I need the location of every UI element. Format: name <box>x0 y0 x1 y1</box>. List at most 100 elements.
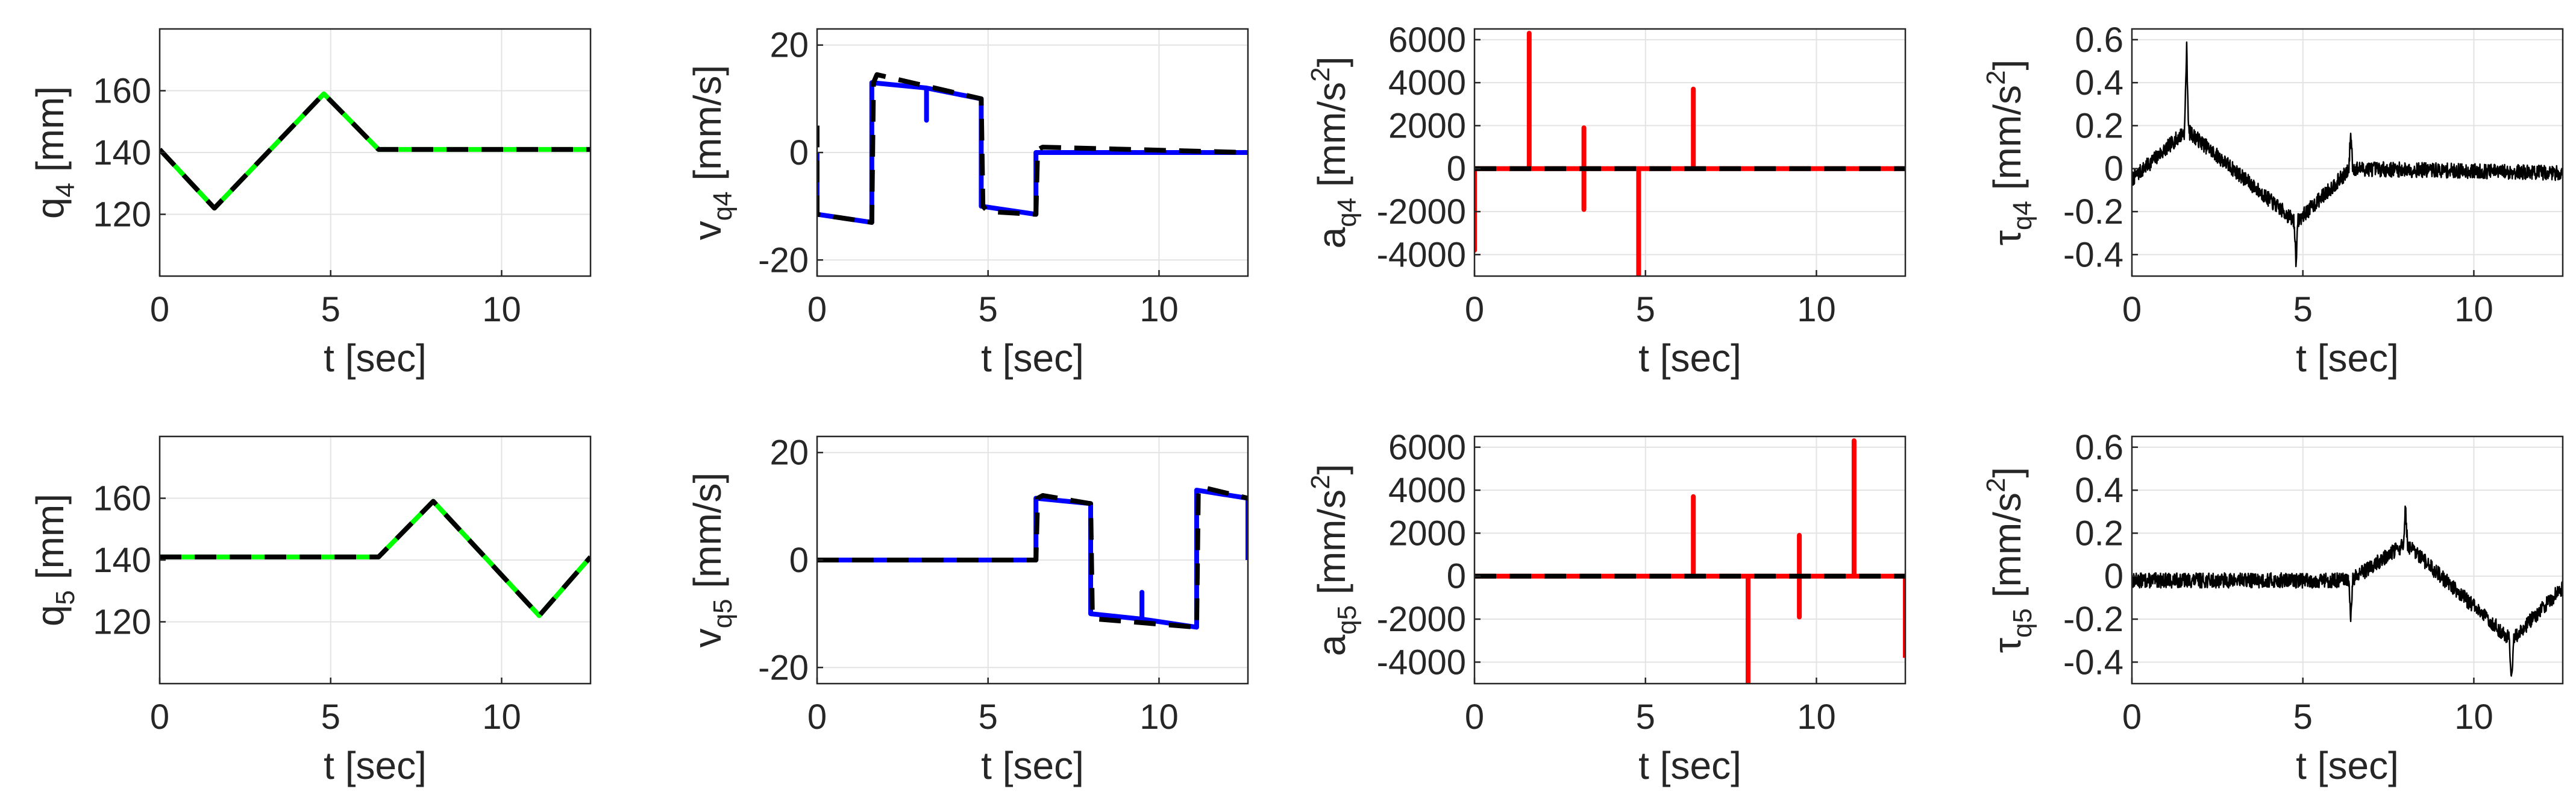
y-tick-label: 160 <box>93 479 151 518</box>
y-tick-label: 4000 <box>1388 471 1466 510</box>
x-tick-label: 0 <box>807 290 827 329</box>
plot-tq5: 0 5 10 -0.4 -0.2 0 0.2 0.4 0.6 t [sec] τq5 [mm/s2] <box>1981 428 2564 787</box>
x-axis-label: t [sec] <box>324 744 427 787</box>
plot-area <box>1474 29 1905 276</box>
y-tick-label: -0.4 <box>2063 235 2123 274</box>
plot-q4: 0 5 10 120 140 160 t [sec] q4 [mm] <box>28 28 592 380</box>
series-group <box>1474 31 1905 276</box>
y-tick-label: 0 <box>2104 557 2123 596</box>
x-tick-label: 0 <box>2122 290 2142 329</box>
x-tick-label: 5 <box>2293 290 2313 329</box>
y-tick-label: 140 <box>93 133 151 172</box>
x-tick-label: 5 <box>1636 697 1655 737</box>
y-tick-label: -4000 <box>1377 235 1466 274</box>
x-axis-label: t [sec] <box>1638 336 1741 380</box>
plot-q5: 0 5 10 120 140 160 t [sec] q5 [mm] <box>28 435 592 787</box>
series-actual <box>160 499 591 619</box>
y-tick-label: -20 <box>758 648 809 687</box>
series-torque <box>2132 41 2563 268</box>
series-group <box>2132 505 2563 677</box>
y-tick-label: 0 <box>1447 557 1466 596</box>
x-tick-label: 10 <box>482 290 521 329</box>
x-tick-label: 5 <box>321 697 340 737</box>
x-tick-label: 5 <box>979 697 998 737</box>
y-tick-label: 0.2 <box>2075 106 2123 145</box>
x-tick-label: 5 <box>979 290 998 329</box>
y-tick-label: 0.4 <box>2075 471 2123 510</box>
y-tick-label: 120 <box>93 603 151 642</box>
series-reference <box>1474 438 1905 684</box>
series-group <box>817 72 1248 225</box>
x-tick-label: 0 <box>2122 697 2142 737</box>
x-tick-label: 5 <box>2293 697 2313 737</box>
y-axis-label: aq5 [mm/s2] <box>1306 464 1362 656</box>
y-tick-label: 2000 <box>1388 514 1466 553</box>
plot-vq5: 0 5 10 -20 0 20 t [sec] vq5 [mm/s] <box>686 433 1249 787</box>
y-tick-label: -0.4 <box>2063 643 2123 682</box>
x-tick-label: 10 <box>1797 290 1836 329</box>
x-axis-label: t [sec] <box>981 744 1084 787</box>
plot-tq4: 0 5 10-0.4-0.200.20.40.6t [sec]τq4 [mm/s2] <box>1981 20 2564 380</box>
y-tick-label: 0.2 <box>2075 514 2123 553</box>
x-axis-label: t [sec] <box>1638 744 1741 787</box>
y-tick-label: -0.2 <box>2063 192 2123 231</box>
series-group <box>2132 41 2563 268</box>
axes-box <box>1473 435 1907 685</box>
y-tick-label: 160 <box>93 72 151 111</box>
y-tick-label: 0.6 <box>2075 428 2123 467</box>
y-tick-label: 0.4 <box>2075 63 2123 102</box>
y-tick-label: 0 <box>789 541 809 580</box>
y-axis-label: q5 [mm] <box>28 494 80 626</box>
x-tick-label: 0 <box>807 697 827 737</box>
series-actual <box>817 485 1248 630</box>
y-tick-label: -2000 <box>1377 192 1466 231</box>
y-tick-label: 0 <box>789 133 809 172</box>
series-group <box>817 485 1248 630</box>
y-tick-label: 6000 <box>1388 428 1466 467</box>
series-group <box>160 499 591 619</box>
y-tick-label: -0.2 <box>2063 600 2123 639</box>
y-tick-label: -2000 <box>1377 600 1466 639</box>
x-tick-label: 0 <box>1465 697 1484 737</box>
y-tick-label: 0 <box>1447 150 1466 189</box>
x-tick-label: 0 <box>150 697 169 737</box>
plot-vq4: 0 5 10 -20 0 20 t [sec] vq4 [mm/s] <box>686 26 1249 380</box>
y-axis-label: aq4 [mm/s2] <box>1306 57 1362 249</box>
x-tick-label: 10 <box>2454 290 2493 329</box>
y-axis-label: τq4 [mm/s2] <box>1981 60 2037 245</box>
y-axis-label: q4 [mm] <box>28 86 80 219</box>
x-axis-label: t [sec] <box>324 336 427 380</box>
y-tick-label: 20 <box>769 26 809 65</box>
plot-area <box>1474 436 1905 684</box>
x-tick-label: 5 <box>1636 290 1655 329</box>
y-axis-label: vq5 [mm/s] <box>686 473 738 648</box>
series-reference <box>817 488 1248 630</box>
y-tick-label: 20 <box>769 433 809 473</box>
series-group <box>160 91 591 211</box>
y-tick-label: 0 <box>2104 150 2123 189</box>
x-tick-label: 5 <box>321 290 340 329</box>
plot-area <box>2132 29 2563 276</box>
y-tick-label: 120 <box>93 195 151 235</box>
axes-box <box>2131 435 2564 685</box>
plot-area <box>2132 436 2563 684</box>
x-tick-label: 10 <box>482 697 521 737</box>
plot-aq5: 0 5 10 -4000 -2000 0 2000 4000 6000 t [sec] aq5 [m… <box>1306 428 1907 787</box>
y-tick-label: -20 <box>758 241 809 280</box>
x-tick-label: 0 <box>150 290 169 329</box>
y-tick-label: 6000 <box>1388 20 1466 60</box>
x-axis-label: t [sec] <box>981 336 1084 380</box>
y-tick-label: 0.6 <box>2075 20 2123 60</box>
series-torque <box>2132 505 2563 677</box>
y-tick-label: -4000 <box>1377 643 1466 682</box>
x-tick-label: 10 <box>1797 697 1836 737</box>
series-actual <box>160 91 591 211</box>
y-tick-label: 4000 <box>1388 63 1466 102</box>
axes-box <box>1473 28 1907 277</box>
y-axis-label: τq5 [mm/s2] <box>1981 467 2037 653</box>
y-tick-label: 2000 <box>1388 106 1466 145</box>
x-axis-label: t [sec] <box>2296 336 2399 380</box>
y-tick-label: 140 <box>93 541 151 580</box>
y-axis-label: vq4 [mm/s] <box>686 65 738 241</box>
